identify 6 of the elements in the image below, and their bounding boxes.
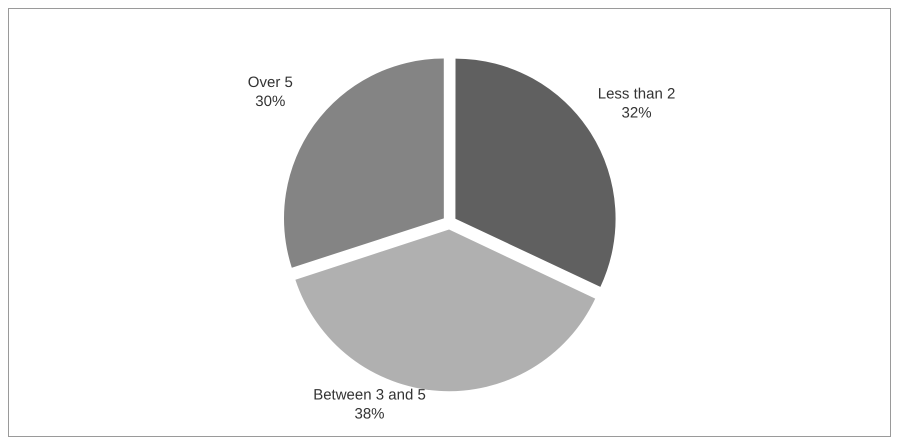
data-label: 32%: [622, 104, 652, 122]
data-label: 30%: [255, 92, 286, 110]
slice-label: Between 3 and 5: [313, 386, 426, 404]
data-label: 38%: [354, 406, 385, 423]
slice-label: Over 5: [248, 74, 293, 91]
slice-label: Less than 2: [598, 85, 676, 102]
